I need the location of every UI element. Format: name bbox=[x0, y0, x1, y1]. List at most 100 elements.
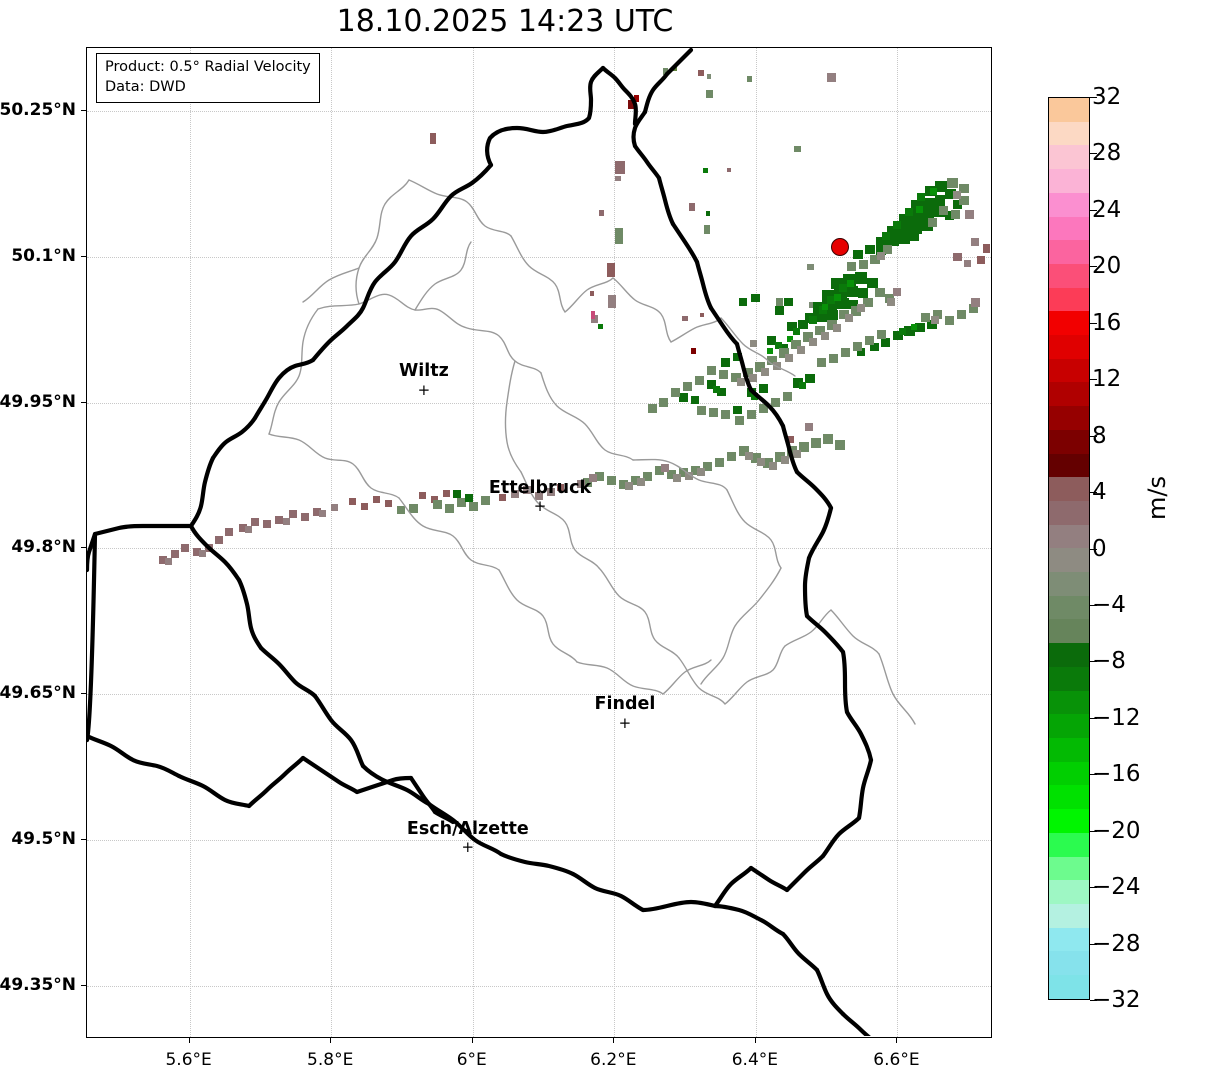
colorbar-segment-29 bbox=[1049, 785, 1089, 810]
colorbar-tick-mark bbox=[1090, 322, 1097, 324]
gridline-horizontal bbox=[87, 985, 991, 987]
colorbar-segment-14 bbox=[1049, 429, 1089, 454]
x-axis-tick-mark bbox=[471, 1038, 473, 1043]
colorbar[interactable] bbox=[1048, 97, 1090, 1000]
colorbar-tick-label-14: −24 bbox=[1092, 874, 1141, 901]
colorbar-segment-12 bbox=[1049, 382, 1089, 407]
x-axis-tick-mark bbox=[613, 1038, 615, 1043]
colorbar-segment-19 bbox=[1049, 548, 1089, 573]
country-borders bbox=[87, 48, 874, 1036]
city-label-wiltz: Wiltz + bbox=[399, 363, 449, 398]
colorbar-tick-label-9: −4 bbox=[1092, 591, 1126, 618]
city-name-text: Ettelbruck bbox=[488, 477, 592, 498]
colorbar-segment-26 bbox=[1049, 714, 1089, 738]
colorbar-segment-7 bbox=[1049, 263, 1089, 288]
colorbar-tick-mark bbox=[1090, 548, 1097, 550]
colorbar-tick-mark bbox=[1090, 1000, 1097, 1001]
colorbar-segment-6 bbox=[1049, 240, 1089, 264]
colorbar-segment-33 bbox=[1049, 880, 1089, 904]
colorbar-tick-label-12: −16 bbox=[1092, 761, 1141, 788]
y-axis-tick-mark bbox=[81, 401, 86, 403]
colorbar-segment-25 bbox=[1049, 690, 1089, 715]
x-axis-tick-label-0: 5.6°E bbox=[165, 1050, 212, 1070]
colorbar-segment-5 bbox=[1049, 216, 1089, 241]
colorbar-tick-label-7: 4 bbox=[1092, 479, 1107, 506]
colorbar-segment-2 bbox=[1049, 145, 1089, 170]
y-axis-tick-mark bbox=[81, 110, 86, 112]
colorbar-segment-30 bbox=[1049, 809, 1089, 833]
city-marker-icon: + bbox=[618, 713, 632, 732]
gridline-horizontal bbox=[87, 111, 991, 113]
colorbar-tick-mark bbox=[1090, 943, 1097, 945]
colorbar-tick-mark bbox=[1090, 266, 1097, 268]
y-axis-tick-label-5: 49.5°N bbox=[11, 828, 76, 849]
colorbar-tick-label-10: −8 bbox=[1092, 648, 1126, 675]
y-axis-tick-label-0: 50.25°N bbox=[0, 100, 76, 121]
colorbar-tick-mark bbox=[1090, 604, 1097, 606]
colorbar-tick-mark bbox=[1090, 435, 1097, 437]
map-plot-area[interactable]: Product: 0.5° Radial Velocity Data: DWD … bbox=[86, 47, 992, 1038]
colorbar-segment-36 bbox=[1049, 951, 1089, 976]
colorbar-unit-label: m/s bbox=[1143, 476, 1171, 520]
colorbar-segment-28 bbox=[1049, 761, 1089, 786]
colorbar-segment-10 bbox=[1049, 335, 1089, 359]
colorbar-tick-mark bbox=[1090, 97, 1097, 98]
y-axis-tick-mark bbox=[81, 984, 86, 986]
colorbar-segment-24 bbox=[1049, 666, 1089, 691]
colorbar-segment-20 bbox=[1049, 572, 1089, 596]
colorbar-tick-mark bbox=[1090, 717, 1097, 719]
info-box: Product: 0.5° Radial Velocity Data: DWD bbox=[96, 53, 320, 104]
colorbar-segment-1 bbox=[1049, 121, 1089, 146]
y-axis-tick-label-6: 49.35°N bbox=[0, 974, 76, 995]
x-axis-tick-label-5: 6.6°E bbox=[873, 1050, 920, 1070]
x-axis-tick-mark bbox=[754, 1038, 756, 1043]
x-axis-tick-label-2: 6°E bbox=[456, 1050, 487, 1070]
colorbar-segment-27 bbox=[1049, 737, 1089, 762]
colorbar-segment-23 bbox=[1049, 643, 1089, 667]
city-label-esch-alzette: Esch/Alzette + bbox=[407, 820, 529, 857]
colorbar-tick-mark bbox=[1090, 830, 1097, 832]
colorbar-segment-3 bbox=[1049, 169, 1089, 193]
y-axis-tick-mark bbox=[81, 838, 86, 840]
gridline-vertical bbox=[897, 48, 899, 1037]
city-marker-icon: + bbox=[461, 838, 475, 857]
colorbar-segment-37 bbox=[1049, 975, 1089, 999]
x-axis-tick-mark bbox=[330, 1038, 332, 1043]
city-name-text: Findel bbox=[594, 694, 656, 715]
y-axis-tick-mark bbox=[81, 693, 86, 695]
page-title: 18.10.2025 14:23 UTC bbox=[336, 4, 674, 39]
colorbar-segment-16 bbox=[1049, 477, 1089, 501]
radar-site-marker[interactable] bbox=[831, 238, 850, 257]
canton-borders bbox=[268, 179, 916, 725]
colorbar-tick-label-15: −28 bbox=[1092, 930, 1141, 957]
colorbar-tick-mark bbox=[1090, 492, 1097, 494]
colorbar-tick-mark bbox=[1090, 887, 1097, 889]
gridline-vertical bbox=[331, 48, 333, 1037]
city-marker-icon: + bbox=[417, 380, 431, 399]
info-product-line: Product: 0.5° Radial Velocity bbox=[105, 59, 311, 75]
y-axis-tick-label-2: 49.95°N bbox=[0, 391, 76, 412]
gridline-horizontal bbox=[87, 402, 991, 404]
colorbar-segment-21 bbox=[1049, 595, 1089, 620]
info-data-line: Data: DWD bbox=[105, 78, 186, 95]
colorbar-segment-17 bbox=[1049, 500, 1089, 525]
colorbar-tick-mark bbox=[1090, 379, 1097, 381]
map-vector-layer bbox=[87, 48, 990, 1036]
x-axis-tick-label-1: 5.8°E bbox=[307, 1050, 354, 1070]
colorbar-segment-0 bbox=[1049, 98, 1089, 122]
gridline-vertical bbox=[614, 48, 616, 1037]
colorbar-tick-label-11: −12 bbox=[1092, 704, 1141, 731]
colorbar-segment-18 bbox=[1049, 524, 1089, 549]
gridline-horizontal bbox=[87, 548, 991, 550]
colorbar-segment-31 bbox=[1049, 832, 1089, 857]
colorbar-tick-mark bbox=[1090, 209, 1097, 211]
y-axis-tick-mark bbox=[81, 547, 86, 549]
colorbar-segment-34 bbox=[1049, 903, 1089, 928]
colorbar-segment-32 bbox=[1049, 856, 1089, 881]
y-axis-tick-label-3: 49.8°N bbox=[11, 537, 76, 558]
colorbar-segment-15 bbox=[1049, 453, 1089, 478]
city-name-text: Wiltz bbox=[398, 361, 449, 382]
colorbar-tick-mark bbox=[1090, 661, 1097, 663]
gridline-vertical bbox=[189, 48, 191, 1037]
x-axis-tick-mark bbox=[188, 1038, 190, 1043]
